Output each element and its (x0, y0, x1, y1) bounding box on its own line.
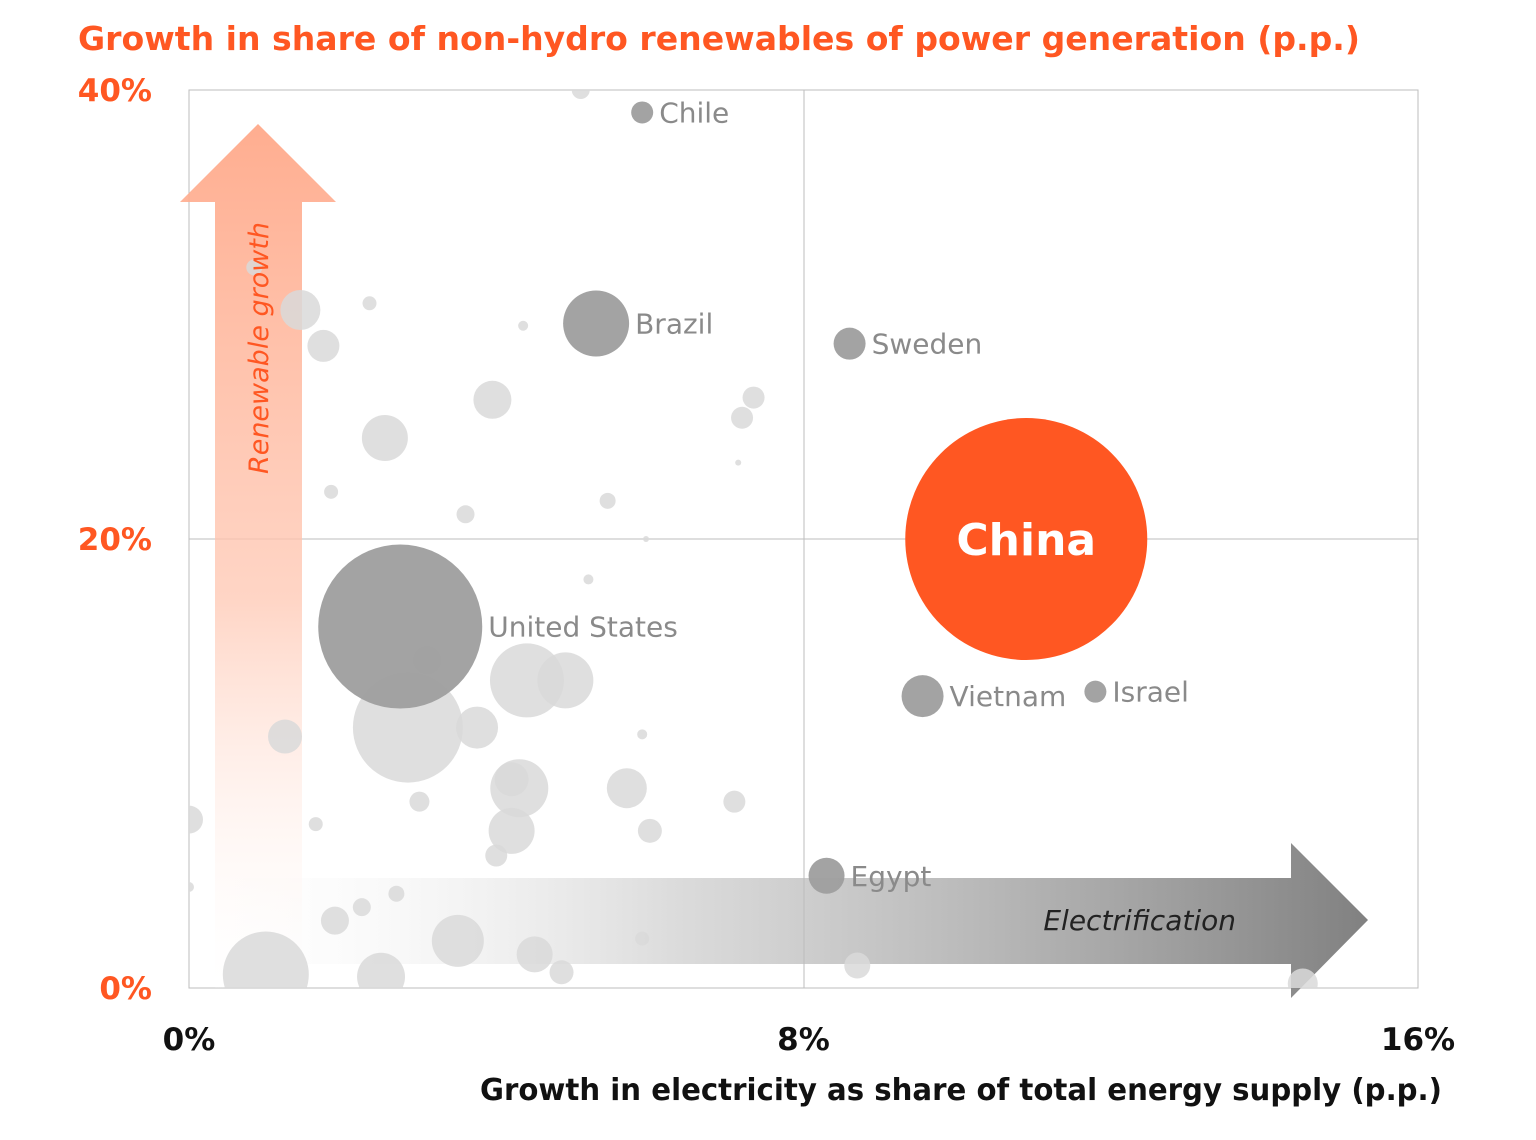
bubble-point-31 (320, 906, 349, 935)
bubble-point-24 (637, 818, 662, 843)
bubble-point-14 (599, 492, 616, 509)
x-axis-ticks: 0% 8% 16% (163, 1022, 1455, 1058)
bubble-point-29 (189, 805, 203, 834)
bubble-united-states (318, 544, 483, 709)
label-united-states: United States (488, 611, 678, 644)
bubble-point-16 (643, 536, 650, 542)
bubble-point-26 (637, 729, 648, 740)
chart-title: Growth in share of non-hydro renewables … (78, 19, 1360, 58)
bubble-point-28 (308, 817, 323, 832)
y-axis-ticks: 0% 20% 40% (78, 73, 152, 1007)
bubble-vietnam (901, 675, 944, 718)
bubble-point-35 (431, 914, 484, 967)
bubble-brazil (563, 290, 630, 357)
bubble-point-9 (731, 406, 754, 429)
horizontal-arrow (215, 843, 1368, 998)
renewable-arrow-shape (180, 124, 336, 988)
label-china: China (956, 515, 1096, 566)
bubble-point-37 (549, 960, 574, 985)
bubble-point-40 (357, 952, 406, 988)
bubble-point-4 (280, 290, 321, 331)
bubble-point-32 (352, 898, 371, 917)
bubble-point-21 (494, 762, 529, 797)
bubble-point-18 (268, 719, 303, 754)
bubble-point-41 (844, 952, 871, 979)
bubble-chile (631, 101, 654, 124)
bubble-china (905, 418, 1148, 660)
label-sweden: Sweden (872, 328, 983, 361)
label-brazil: Brazil (635, 307, 713, 340)
bubble-sweden (833, 327, 866, 360)
bubble-point-43 (571, 90, 590, 99)
vertical-arrow (180, 124, 336, 988)
bubble-point-23 (606, 768, 647, 809)
bubble-point-42 (1287, 968, 1318, 988)
bubble-point-30 (485, 844, 508, 867)
label-chile: Chile (659, 96, 729, 129)
bubble-point-10 (362, 296, 377, 311)
label-israel: Israel (1112, 676, 1189, 709)
bubble-point-11 (518, 320, 529, 331)
bubble-point-25 (723, 790, 746, 813)
renewable-growth-label: Renewable growth (244, 222, 275, 474)
electrification-arrow-shape (215, 843, 1368, 998)
y-tick-label: 40% (78, 73, 152, 109)
bubble-point-22 (488, 807, 535, 854)
electrification-label: Electrification (1043, 904, 1236, 937)
bubble-point-44 (246, 259, 263, 276)
label-vietnam: Vietnam (950, 680, 1067, 713)
bubble-point-12 (324, 484, 339, 499)
bubble-point-5 (307, 329, 340, 362)
label-egypt: Egypt (851, 860, 932, 893)
bubble-point-15 (735, 459, 742, 466)
bubble-point-6 (361, 414, 408, 461)
y-tick-label: 0% (99, 971, 152, 1007)
bubble-point-8 (742, 386, 765, 409)
bubble-point-13 (456, 505, 475, 524)
x-tick-label: 8% (777, 1022, 830, 1058)
bubble-point-17 (583, 574, 594, 585)
x-tick-label: 16% (1381, 1022, 1455, 1058)
bubble-point-36 (516, 936, 553, 973)
y-tick-label: 20% (78, 522, 152, 558)
bubble-point-33 (388, 885, 405, 902)
bubble-egypt (808, 857, 845, 894)
bubble-point-3 (456, 706, 499, 749)
bubble-point-39 (222, 931, 309, 988)
x-tick-label: 0% (163, 1022, 216, 1058)
labeled-bubbles: China United States Brazil Chile Sweden Vietn… (318, 96, 1189, 894)
bubble-point-7 (473, 380, 512, 419)
bubble-point-27 (409, 791, 430, 812)
bubble-point-34 (189, 881, 194, 892)
bubble-israel (1084, 680, 1107, 703)
bubble-point-38 (635, 931, 650, 946)
bubble-point-2 (537, 652, 594, 709)
x-axis-label: Growth in electricity as share of total … (480, 1073, 1442, 1108)
